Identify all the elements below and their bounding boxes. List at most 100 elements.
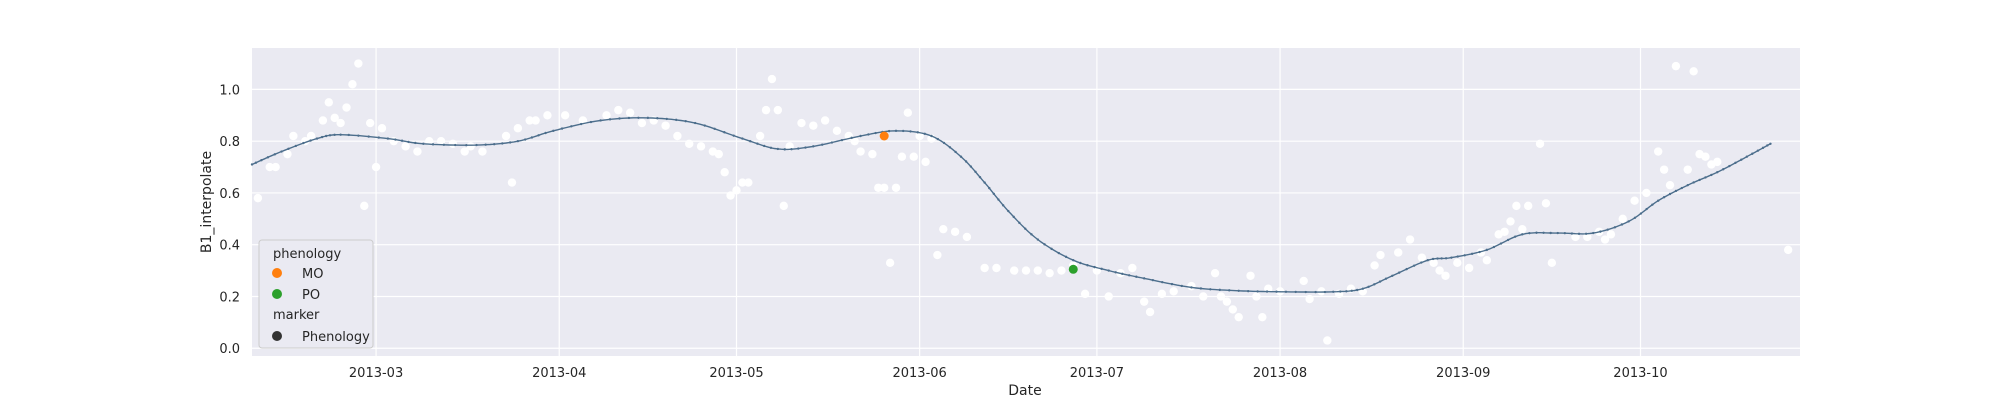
raw-point	[874, 183, 883, 192]
curve-dot	[942, 141, 946, 145]
curve-dot	[627, 116, 631, 120]
raw-point	[1630, 196, 1639, 205]
raw-point	[1417, 253, 1427, 262]
curve-dot	[315, 137, 319, 140]
raw-point	[1009, 266, 1019, 275]
curve-dot	[992, 192, 996, 195]
curve-dot	[552, 129, 555, 133]
curve-dot	[1766, 144, 1769, 147]
raw-point	[1583, 232, 1592, 242]
curve-dot	[1127, 274, 1131, 277]
curve-dot	[1769, 142, 1772, 145]
curve-dot	[820, 143, 824, 146]
curve-dot	[1645, 207, 1648, 211]
raw-point	[726, 191, 735, 200]
curve-dot	[454, 143, 457, 147]
curve-dot	[1199, 287, 1203, 290]
raw-point	[342, 103, 351, 112]
curve-dot	[1620, 223, 1624, 226]
raw-point	[330, 113, 339, 123]
raw-point	[253, 193, 263, 203]
raw-point	[661, 121, 670, 130]
curve-dot	[1100, 267, 1103, 271]
curve-dot	[309, 139, 312, 142]
curve-dot	[637, 116, 640, 119]
curve-dot	[867, 133, 870, 136]
curve-dot	[599, 119, 602, 122]
legend-phenology-marker	[272, 331, 282, 341]
raw-point	[1524, 201, 1533, 211]
curve-dot	[1391, 274, 1394, 277]
curve-dot	[756, 142, 759, 145]
raw-point	[637, 118, 647, 128]
curve-dot	[1170, 282, 1174, 286]
curve-dot	[1633, 216, 1637, 219]
raw-point	[868, 149, 877, 159]
curve-dot	[1431, 257, 1435, 261]
raw-point	[1713, 157, 1722, 167]
raw-point	[1689, 67, 1698, 76]
curve-dot	[1079, 261, 1082, 265]
raw-point	[1683, 165, 1692, 174]
curve-dot	[1549, 231, 1552, 235]
curve-dot	[1151, 278, 1155, 282]
legend-mo-marker	[272, 268, 282, 278]
raw-point	[1541, 199, 1551, 208]
raw-point	[507, 178, 517, 187]
raw-point	[1258, 312, 1267, 322]
curve-dot	[1599, 230, 1602, 233]
curve-dot	[1384, 277, 1388, 280]
raw-point	[1500, 227, 1509, 236]
curve-dot	[1072, 259, 1075, 262]
curve-dot	[936, 137, 940, 141]
curve-dot	[1142, 277, 1146, 280]
curve-dot	[948, 146, 952, 149]
raw-point	[850, 136, 859, 146]
raw-point	[1299, 276, 1308, 286]
curve-dot	[407, 140, 410, 144]
curve-dot	[859, 134, 862, 138]
curve-dot	[266, 156, 270, 159]
curve-dot	[1373, 283, 1376, 286]
raw-point	[614, 105, 623, 115]
y-tick-labels: 0.0 0.2 0.4 0.6 0.8 1.0	[219, 83, 240, 357]
curve-dot	[1668, 192, 1672, 196]
raw-point	[696, 142, 706, 151]
curve-dot	[713, 127, 716, 130]
raw-point	[779, 201, 788, 211]
curve-dot	[608, 118, 612, 121]
curve-dot	[1651, 203, 1654, 206]
curve-dot	[570, 125, 573, 128]
curve-dot	[1662, 196, 1666, 199]
raw-point	[744, 178, 753, 187]
x-axis-label: Date	[1008, 383, 1041, 399]
raw-point	[1199, 292, 1208, 301]
raw-point	[265, 162, 274, 172]
curve-dot	[983, 181, 986, 184]
curve-dot	[431, 143, 435, 146]
raw-point	[1210, 268, 1220, 278]
raw-point	[1671, 61, 1681, 71]
raw-point	[1512, 201, 1521, 211]
raw-point	[1370, 261, 1379, 270]
raw-point	[1264, 284, 1273, 293]
curve-dot	[333, 133, 336, 137]
curve-dot	[1064, 255, 1068, 259]
curve-dot	[1190, 286, 1193, 289]
raw-point	[413, 147, 422, 156]
x-tick-labels: 2013-03 2013-04 2013-05 2013-06 2013-07 2013-…	[349, 366, 1668, 381]
raw-point	[903, 108, 913, 117]
curve-dot	[1745, 155, 1749, 158]
x-tick-label: 2013-06	[892, 366, 946, 381]
y-tick-label: 0.4	[219, 239, 240, 254]
raw-point	[289, 131, 298, 141]
curve-dot	[1627, 220, 1630, 223]
curve-dot	[386, 137, 390, 140]
raw-point	[685, 139, 694, 148]
legend-box	[258, 239, 374, 349]
curve-dot	[978, 175, 982, 179]
curve-dot	[1209, 288, 1212, 291]
curve-dot	[1345, 290, 1348, 293]
raw-point	[1234, 312, 1243, 322]
curve-dot	[684, 120, 687, 123]
